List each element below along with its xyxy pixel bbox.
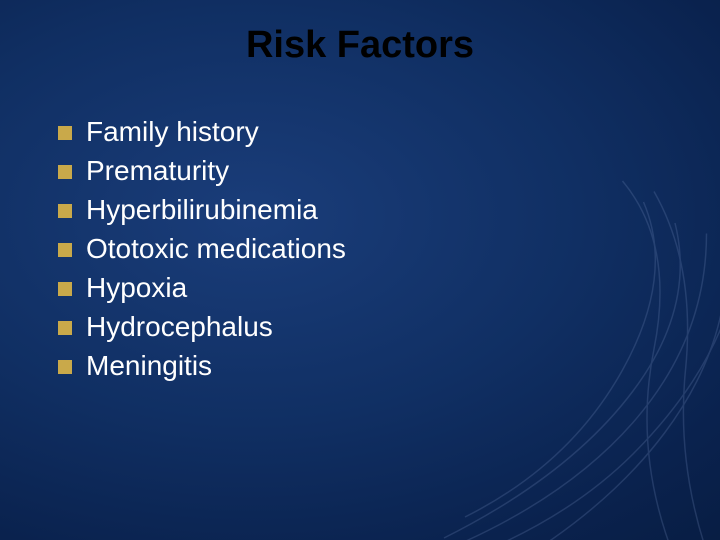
bullet-item: Hyperbilirubinemia (58, 194, 346, 226)
background-swirl-decoration (360, 160, 720, 540)
bullet-item: Hydrocephalus (58, 311, 346, 343)
bullet-text: Family history (86, 116, 259, 148)
bullet-item: Family history (58, 116, 346, 148)
square-bullet-icon (58, 360, 72, 374)
square-bullet-icon (58, 321, 72, 335)
square-bullet-icon (58, 204, 72, 218)
bullet-item: Hypoxia (58, 272, 346, 304)
square-bullet-icon (58, 126, 72, 140)
bullet-text: Hydrocephalus (86, 311, 273, 343)
bullet-list: Family history Prematurity Hyperbilirubine… (58, 116, 346, 389)
slide-title: Risk Factors (0, 24, 720, 67)
square-bullet-icon (58, 282, 72, 296)
bullet-text: Ototoxic medications (86, 233, 346, 265)
bullet-item: Prematurity (58, 155, 346, 187)
square-bullet-icon (58, 243, 72, 257)
square-bullet-icon (58, 165, 72, 179)
bullet-text: Prematurity (86, 155, 229, 187)
bullet-item: Ototoxic medications (58, 233, 346, 265)
bullet-item: Meningitis (58, 350, 346, 382)
bullet-text: Hyperbilirubinemia (86, 194, 318, 226)
bullet-text: Meningitis (86, 350, 212, 382)
slide: Risk Factors Family history Prematurity Hy… (0, 0, 720, 540)
bullet-text: Hypoxia (86, 272, 187, 304)
